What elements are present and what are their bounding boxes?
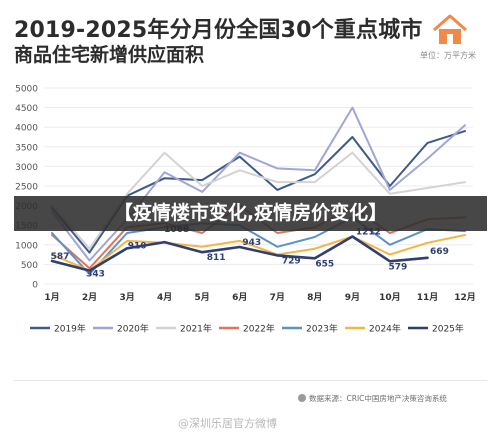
y-tick-label: 1000 (15, 241, 38, 251)
y-tick-label: 2500 (15, 183, 38, 193)
y-tick-label: 3000 (15, 163, 38, 173)
x-tick-label: 7月 (270, 292, 285, 303)
data-label: 655 (315, 259, 334, 269)
legend-label: 2019年 (54, 323, 86, 335)
x-tick-label: 4月 (157, 292, 172, 303)
bullet-icon (298, 394, 306, 402)
chart-title-line1: 2019-2025年分月份全国30个重点城市 (14, 18, 423, 43)
y-tick-label: 0 (32, 281, 38, 291)
x-tick-label: 5月 (195, 292, 210, 303)
series-line-2025年 (50, 235, 429, 272)
data-label: 343 (86, 270, 105, 280)
legend-label: 2024年 (369, 323, 401, 335)
data-label: 579 (389, 262, 408, 272)
overlay-banner: 【疫情楼市变化,疫情房价变化】 (14, 196, 487, 231)
x-tick-label: 2月 (82, 292, 97, 303)
data-label: 910 (128, 241, 147, 251)
data-label: 1212 (356, 227, 381, 237)
x-tick-label: 6月 (232, 292, 247, 303)
legend-label: 2022年 (243, 323, 275, 335)
divider (14, 380, 487, 381)
data-label: 943 (242, 238, 261, 248)
data-source-text: 数据来源：CRIC中国房地产决策咨询系统 (309, 394, 447, 403)
data-label: 587 (51, 252, 70, 262)
legend-label: 2025年 (432, 323, 464, 335)
legend-label: 2023年 (306, 323, 338, 335)
series-line-2024年 (51, 234, 466, 272)
x-tick-label: 8月 (307, 292, 322, 303)
legend-label: 2021年 (180, 323, 212, 335)
x-tick-label: 11月 (417, 292, 439, 303)
house-icon (433, 14, 467, 44)
series-line-2023年 (51, 216, 466, 276)
x-tick-label: 3月 (119, 292, 134, 303)
legend-label: 2020年 (117, 323, 149, 335)
x-tick-label: 1月 (44, 292, 59, 303)
x-tick-label: 10月 (379, 292, 401, 303)
y-tick-label: 500 (21, 261, 38, 271)
data-label: 669 (430, 247, 449, 257)
y-tick-label: 4000 (15, 124, 38, 134)
y-tick-label: 5000 (15, 85, 38, 95)
data-source: 数据来源：CRIC中国房地产决策咨询系统 (298, 393, 447, 404)
data-label: 811 (207, 253, 226, 263)
watermark: @深圳乐居官方微博 (178, 417, 277, 430)
unit-label: 单位：万平方米 (420, 51, 476, 60)
x-tick-label: 9月 (345, 292, 360, 303)
x-tick-label: 12月 (454, 292, 476, 303)
y-tick-label: 4500 (15, 104, 38, 114)
chart-title-line2: 商品住宅新增供应面积 (14, 44, 205, 66)
data-label: 729 (282, 256, 301, 266)
y-tick-label: 3500 (15, 143, 38, 153)
